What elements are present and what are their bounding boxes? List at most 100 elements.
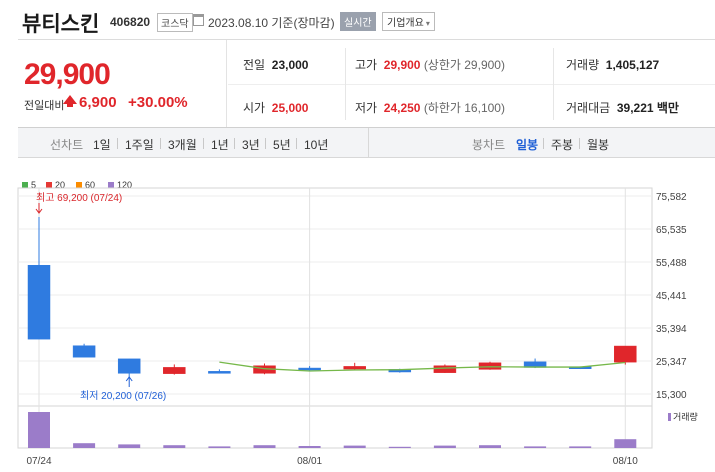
period-10y[interactable]: 10년	[304, 138, 329, 152]
market-badge: 코스닥	[157, 13, 193, 32]
period-separator	[203, 138, 204, 149]
volume-bar	[569, 446, 592, 448]
stat-amount: 거래대금 39,221 백만	[566, 99, 679, 116]
volume-bar	[388, 446, 411, 448]
stat-label: 고가	[355, 58, 378, 72]
legend-ma5: 5	[22, 180, 36, 190]
stats-row-divider	[228, 84, 715, 85]
volume-bar	[479, 445, 501, 448]
volume-bar	[298, 446, 321, 448]
period-separator	[543, 138, 544, 149]
stat-label: 저가	[355, 101, 378, 115]
volume-legend-label: 거래량	[673, 412, 698, 422]
calendar-icon	[193, 14, 204, 26]
period-1y[interactable]: 1년	[211, 138, 229, 152]
candle-daily[interactable]: 일봉	[516, 138, 539, 152]
legend-label: 120	[117, 180, 133, 190]
stat-label: 거래대금	[566, 101, 611, 115]
base-date: 2023.08.10 기준(장마감)	[208, 16, 335, 30]
stat-sub: (하한가 16,100)	[423, 101, 505, 115]
legend-label: 20	[55, 180, 66, 190]
company-info-dropdown[interactable]: 기업개요 ▾	[382, 12, 435, 31]
stat-label: 전일	[243, 58, 266, 72]
legend-swatch	[76, 182, 82, 188]
period-5y[interactable]: 5년	[273, 138, 291, 152]
period-3y[interactable]: 3년	[242, 138, 260, 152]
period-separator	[579, 138, 580, 149]
legend-swatch	[46, 182, 52, 188]
period-separator	[265, 138, 266, 149]
y-tick-label: 55,488	[656, 258, 687, 269]
volume-bar	[433, 445, 456, 448]
prev-compare-label: 전일대비	[24, 100, 65, 112]
legend-swatch	[108, 182, 114, 188]
realtime-button[interactable]: 실시간	[340, 12, 376, 31]
stat-value: 25,000	[271, 101, 309, 115]
high-annotation: 최고 69,200 (07/24)	[36, 192, 122, 204]
candle-body	[117, 358, 141, 374]
stock-header: 뷰티스킨 406820 코스닥 2023.08.10 기준(장마감) 실시간 기…	[0, 0, 715, 40]
period-separator	[234, 138, 235, 149]
volume-bar	[343, 445, 366, 448]
volume-swatch	[668, 413, 671, 421]
legend-label: 60	[85, 180, 96, 190]
chevron-down-icon: ▾	[425, 19, 430, 28]
candle-body	[433, 365, 457, 373]
legend-ma120: 120	[108, 180, 132, 190]
volume-bar	[163, 445, 186, 448]
arrow-up-icon	[125, 376, 133, 382]
candle-body	[298, 367, 321, 371]
arrow-down-icon	[35, 208, 43, 214]
price-panel-frame	[17, 187, 653, 407]
y-tick-label: 15,300	[656, 390, 687, 401]
volume-bar	[73, 443, 96, 448]
period-separator	[296, 138, 297, 149]
price-change: 6,900	[79, 94, 117, 111]
candle-body	[72, 345, 96, 358]
y-tick-label: 25,347	[656, 357, 687, 368]
legend-swatch	[22, 182, 28, 188]
stat-sub: (상한가 29,900)	[423, 58, 505, 72]
y-tick-label: 75,582	[656, 192, 687, 203]
x-tick-label: 08/10	[613, 456, 638, 467]
x-tick-label: 07/24	[26, 456, 51, 467]
company-info-label: 기업개요	[387, 18, 424, 29]
volume-bar	[524, 446, 547, 448]
volume-bar	[118, 444, 141, 448]
legend-label: 5	[31, 180, 37, 190]
stock-name: 뷰티스킨	[22, 13, 100, 36]
period-bar-divider	[368, 128, 369, 158]
candle-weekly[interactable]: 주봉	[551, 138, 574, 152]
candle-monthly[interactable]: 월봉	[587, 138, 610, 152]
candle-body	[343, 366, 366, 370]
x-tick-label: 08/01	[297, 456, 322, 467]
volume-legend: 거래량	[668, 410, 698, 423]
candle-body	[208, 371, 231, 374]
current-price-box: 29,900 전일대비 6,900 +30.00%	[18, 40, 227, 127]
price-change-percent: +30.00%	[128, 94, 188, 111]
current-price: 29,900	[24, 58, 111, 91]
volume-bar	[614, 439, 637, 448]
period-1d[interactable]: 1일	[93, 138, 111, 152]
candle-chart-label: 봉차트	[472, 138, 506, 152]
section-divider	[18, 127, 715, 128]
line-chart-label: 선차트	[50, 138, 84, 152]
candle-body	[27, 264, 51, 340]
stat-high: 고가 29,900 (상한가 29,900)	[355, 56, 505, 73]
legend-ma60: 60	[76, 180, 95, 190]
volume-bar	[253, 445, 276, 448]
volume-bar	[28, 412, 50, 448]
volume-bar	[208, 446, 231, 448]
arrow-up-icon	[63, 95, 77, 104]
chart-period-bar: 선차트 1일 1주일 3개월 1년 3년 5년 10년 봉차트 일봉 주봉 월봉	[18, 128, 715, 158]
stats-col-divider	[345, 48, 346, 120]
period-separator	[117, 138, 118, 149]
period-3m[interactable]: 3개월	[168, 138, 197, 152]
stat-value: 29,900	[383, 58, 421, 72]
stat-value: 23,000	[271, 58, 309, 72]
period-1w[interactable]: 1주일	[125, 138, 154, 152]
candle-body	[163, 367, 186, 374]
low-annotation: 최저 20,200 (07/26)	[80, 390, 166, 402]
stat-open: 시가 25,000	[243, 99, 308, 116]
